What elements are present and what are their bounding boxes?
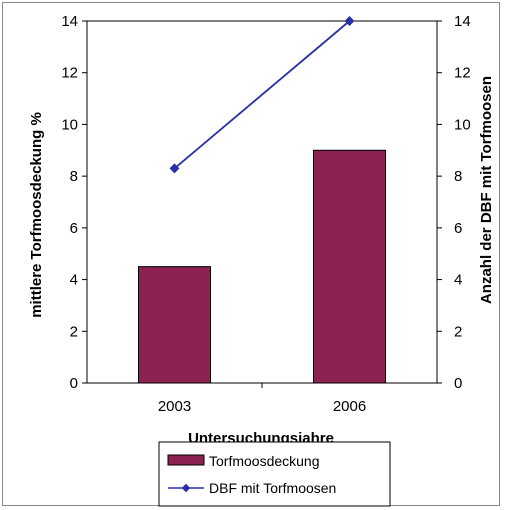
x-tick-label: 2006 <box>333 398 366 415</box>
legend-line-marker <box>181 483 191 493</box>
right-tick-label: 10 <box>454 116 471 133</box>
right-tick-label: 8 <box>454 168 462 185</box>
bar <box>138 266 211 384</box>
left-tick-label: 4 <box>70 272 78 289</box>
left-tick-label: 8 <box>70 168 78 185</box>
right-tick-label: 0 <box>454 375 462 392</box>
left-tick-label: 2 <box>70 323 78 340</box>
left-tick-label: 6 <box>70 220 78 237</box>
left-tick-label: 12 <box>61 65 78 82</box>
right-tick-label: 6 <box>454 220 462 237</box>
line-point <box>169 163 180 174</box>
legend: Torfmoosdeckung DBF mit Torfmoosen <box>158 441 391 507</box>
right-tick-label: 2 <box>454 323 462 340</box>
right-axis-title: Anzahl der DBF mit Torfmoosen <box>478 76 495 304</box>
right-axis-ticks: 0 2 4 6 8 10 12 14 <box>437 13 471 392</box>
left-tick-label: 0 <box>70 375 78 392</box>
legend-bar-swatch <box>167 454 205 466</box>
left-axis-ticks: 0 2 4 6 8 10 12 14 <box>61 13 87 392</box>
left-tick-label: 14 <box>61 13 78 30</box>
bar <box>313 149 386 384</box>
left-tick-label: 10 <box>61 116 78 133</box>
legend-box <box>158 441 391 507</box>
x-tick-label: 2003 <box>158 398 191 415</box>
right-tick-label: 12 <box>454 65 471 82</box>
series-line <box>173 20 351 170</box>
legend-label-bar: Torfmoosdeckung <box>209 453 320 469</box>
right-tick-label: 14 <box>454 13 471 30</box>
right-tick-label: 4 <box>454 272 462 289</box>
legend-label-line: DBF mit Torfmoosen <box>209 480 336 496</box>
left-axis-title: mittlere Torfmoosdeckung % <box>28 112 45 318</box>
bar-series <box>138 149 386 384</box>
x-axis-ticks: 2003 2006 <box>158 383 366 415</box>
